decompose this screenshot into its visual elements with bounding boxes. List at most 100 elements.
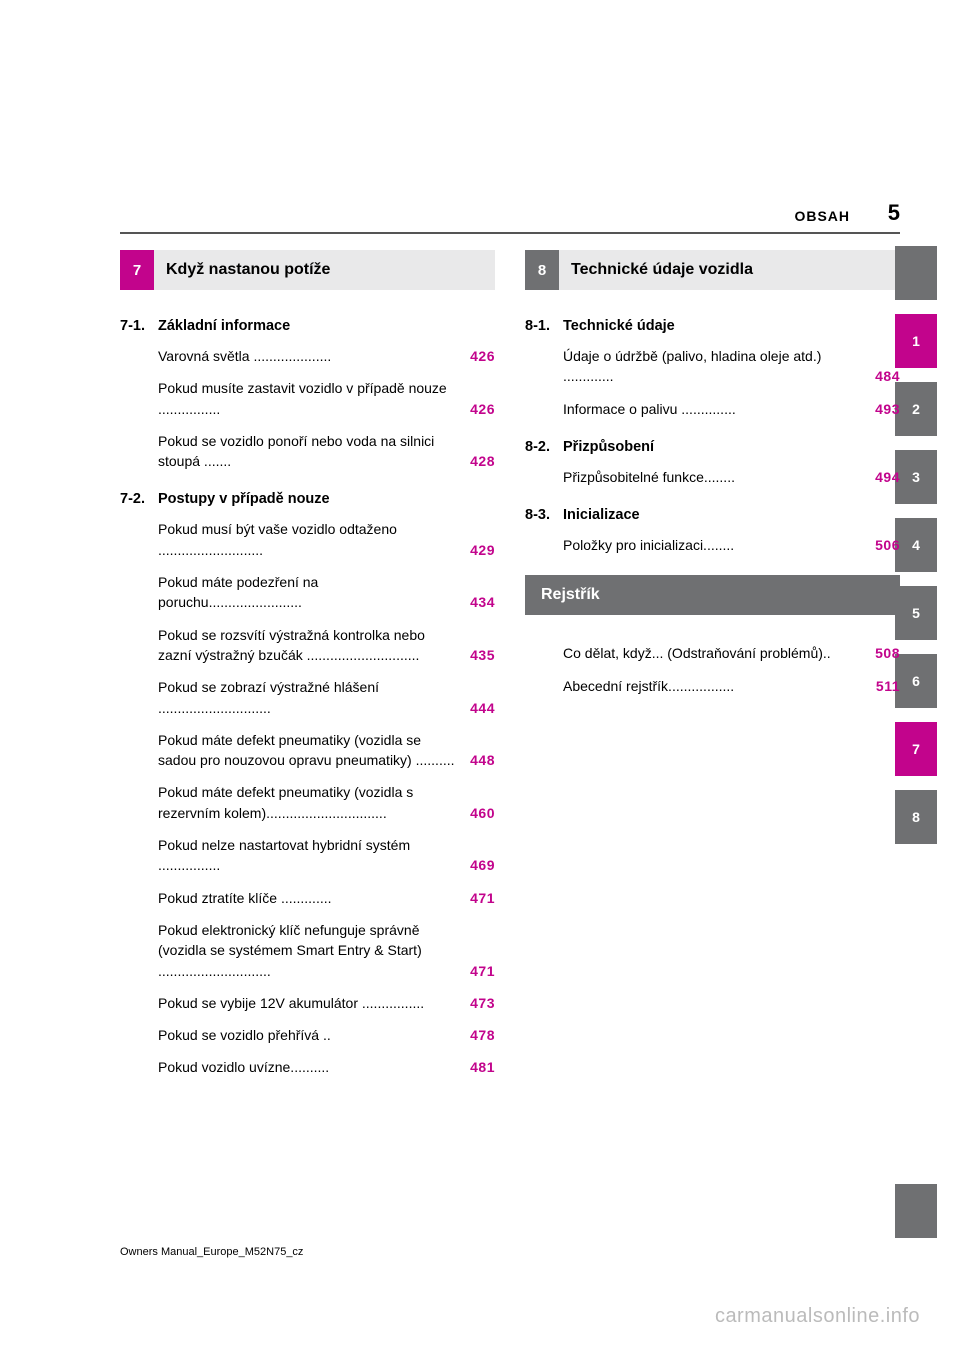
toc-entry[interactable]: Pokud máte defekt pneumatiky (vozidla s … — [158, 782, 495, 823]
toc-entry-page: 429 — [470, 540, 495, 560]
section-title-text: Inicializace — [563, 507, 640, 523]
toc-entry[interactable]: Pokud se zobrazí výstražné hlášení .....… — [158, 677, 495, 718]
side-tabs: 1 2 3 4 5 6 7 8 — [895, 246, 937, 1252]
section-number: 7-2. — [120, 491, 158, 507]
section-title: 8-1.Technické údaje — [525, 318, 900, 334]
header-rule — [120, 232, 900, 234]
header-page-number: 5 — [888, 200, 900, 226]
toc-entry[interactable]: Pokud ztratíte klíče ............. 471 — [158, 888, 495, 908]
toc-entry[interactable]: Pokud máte defekt pneumatiky (vozidla se… — [158, 730, 495, 771]
toc-entry[interactable]: Pokud musíte zastavit vozidlo v případě … — [158, 378, 495, 419]
section-entries: Přizpůsobitelné funkce........ 494 — [525, 467, 900, 487]
side-tab-8[interactable]: 8 — [895, 790, 937, 844]
toc-entry-page: 506 — [875, 535, 900, 555]
chapter-8-header: 8 Technické údaje vozidla — [525, 250, 900, 290]
section-title: 8-2.Přizpůsobení — [525, 439, 900, 455]
toc-entry-page: 434 — [470, 592, 495, 612]
toc-entry-page: 435 — [470, 645, 495, 665]
side-tab-6[interactable]: 6 — [895, 654, 937, 708]
toc-entry-text: Pokud se vozidlo ponoří nebo voda na sil… — [158, 433, 434, 469]
chapter-8-number: 8 — [525, 250, 559, 290]
chapter-7-header: 7 Když nastanou potíže — [120, 250, 495, 290]
toc-entry-text: Pokud ztratíte klíče ............. — [158, 890, 332, 906]
side-tab-5[interactable]: 5 — [895, 586, 937, 640]
section-title: 7-2.Postupy v případě nouze — [120, 491, 495, 507]
side-tab-1[interactable]: 1 — [895, 314, 937, 368]
toc-entry[interactable]: Pokud se rozsvítí výstražná kontrolka ne… — [158, 625, 495, 666]
toc-entry[interactable]: Pokud se vybije 12V akumulátor .........… — [158, 993, 495, 1013]
footer-text: Owners Manual_Europe_M52N75_cz — [120, 1246, 303, 1258]
toc-entry-page: 444 — [470, 698, 495, 718]
index-header: Rejstřík — [525, 575, 900, 615]
toc-entry[interactable]: Přizpůsobitelné funkce........ 494 — [563, 467, 900, 487]
toc-entry-page: 508 — [875, 643, 900, 663]
side-tab-2[interactable]: 2 — [895, 382, 937, 436]
toc-entry-text: Pokud máte podezření na poruchu.........… — [158, 574, 318, 610]
chapter-8-title: Technické údaje vozidla — [559, 250, 900, 290]
section-entries: Údaje o údržbě (palivo, hladina oleje at… — [525, 346, 900, 419]
toc-entry-text: Údaje o údržbě (palivo, hladina oleje at… — [563, 348, 821, 384]
toc-entry-text: Přizpůsobitelné funkce........ — [563, 469, 735, 485]
section-title-text: Přizpůsobení — [563, 439, 654, 455]
toc-entry[interactable]: Pokud musí být vaše vozidlo odtaženo ...… — [158, 519, 495, 560]
right-sections: 8-1.Technické údaje Údaje o údržbě (paliv… — [525, 318, 900, 555]
section-entries: Položky pro inicializaci........ 506 — [525, 535, 900, 555]
section-number: 8-1. — [525, 318, 563, 334]
toc-entry-text: Položky pro inicializaci........ — [563, 537, 734, 553]
toc-entry[interactable]: Abecední rejstřík.................511 — [563, 676, 900, 696]
toc-entry[interactable]: Údaje o údržbě (palivo, hladina oleje at… — [563, 346, 900, 387]
toc-entry[interactable]: Položky pro inicializaci........ 506 — [563, 535, 900, 555]
toc-section: 7-2.Postupy v případě nouze Pokud musí bý… — [120, 491, 495, 1077]
toc-section: 8-2.Přizpůsobení Přizpůsobitelné funkce..… — [525, 439, 900, 487]
left-sections: 7-1.Základní informace Varovná světla ...… — [120, 318, 495, 1078]
toc-entry[interactable]: Pokud vozidlo uvízne..........481 — [158, 1057, 495, 1077]
section-title-text: Základní informace — [158, 318, 290, 334]
toc-entry-text: Pokud elektronický klíč nefunguje správn… — [158, 922, 422, 979]
toc-entry-page: 426 — [470, 346, 495, 366]
toc-entry-text: Pokud musí být vaše vozidlo odtaženo ...… — [158, 521, 397, 557]
section-title-text: Postupy v případě nouze — [158, 491, 330, 507]
toc-entry-text: Pokud musíte zastavit vozidlo v případě … — [158, 380, 447, 416]
toc-entry-text: Varovná světla .................... — [158, 348, 331, 364]
toc-entry[interactable]: Pokud se vozidlo přehřívá ..478 — [158, 1025, 495, 1045]
toc-entry[interactable]: Co dělat, když... (Odstraňování problémů… — [563, 643, 900, 663]
toc-entry[interactable]: Informace o palivu ..............493 — [563, 399, 900, 419]
toc-entry-text: Pokud se vybije 12V akumulátor .........… — [158, 995, 424, 1011]
right-column: 8 Technické údaje vozidla 8-1.Technické … — [525, 250, 900, 1098]
toc-entry-text: Abecední rejstřík................. — [563, 678, 734, 694]
side-tab-blank-bottom[interactable] — [895, 1184, 937, 1238]
toc-entry[interactable]: Varovná světla .................... 426 — [158, 346, 495, 366]
side-tab-3[interactable]: 3 — [895, 450, 937, 504]
toc-entry[interactable]: Pokud se vozidlo ponoří nebo voda na sil… — [158, 431, 495, 472]
page: OBSAH 5 12345678 7 Když nastanou potíže … — [0, 0, 960, 1358]
side-tab-7[interactable]: 7 — [895, 722, 937, 776]
toc-entry-page: 478 — [470, 1025, 495, 1045]
left-column: 7 Když nastanou potíže 7-1.Základní info… — [120, 250, 495, 1098]
section-number: 7-1. — [120, 318, 158, 334]
toc-entry[interactable]: Pokud nelze nastartovat hybridní systém … — [158, 835, 495, 876]
toc-entry[interactable]: Pokud máte podezření na poruchu.........… — [158, 572, 495, 613]
index-entries: Co dělat, když... (Odstraňování problémů… — [525, 643, 900, 696]
toc-entry-page: 426 — [470, 399, 495, 419]
side-tab-4[interactable]: 4 — [895, 518, 937, 572]
section-entries: Pokud musí být vaše vozidlo odtaženo ...… — [120, 519, 495, 1077]
toc-entry-text: Pokud se rozsvítí výstražná kontrolka ne… — [158, 627, 425, 663]
toc-entry-text: Co dělat, když... (Odstraňování problémů… — [563, 645, 831, 661]
toc-section: 8-1.Technické údaje Údaje o údržbě (paliv… — [525, 318, 900, 419]
toc-entry-page: 471 — [470, 961, 495, 981]
toc-entry-text: Pokud máte defekt pneumatiky (vozidla s … — [158, 784, 413, 820]
toc-entry-page: 494 — [875, 467, 900, 487]
content-columns: 7 Když nastanou potíže 7-1.Základní info… — [120, 250, 900, 1098]
toc-entry[interactable]: Pokud elektronický klíč nefunguje správn… — [158, 920, 495, 981]
watermark: carmanualsonline.info — [715, 1305, 920, 1328]
toc-entry-page: 484 — [875, 366, 900, 386]
toc-entry-text: Pokud máte defekt pneumatiky (vozidla se… — [158, 732, 455, 768]
chapter-7-number: 7 — [120, 250, 154, 290]
toc-entry-text: Informace o palivu .............. — [563, 401, 736, 417]
toc-entry-text: Pokud se zobrazí výstražné hlášení .....… — [158, 679, 379, 715]
toc-entry-page: 471 — [470, 888, 495, 908]
section-entries: Varovná světla .................... 426 Po… — [120, 346, 495, 471]
toc-section: 8-3.InicializacePoložky pro inicializaci… — [525, 507, 900, 555]
toc-entry-text: Pokud nelze nastartovat hybridní systém … — [158, 837, 410, 873]
side-tab-blank[interactable] — [895, 246, 937, 300]
